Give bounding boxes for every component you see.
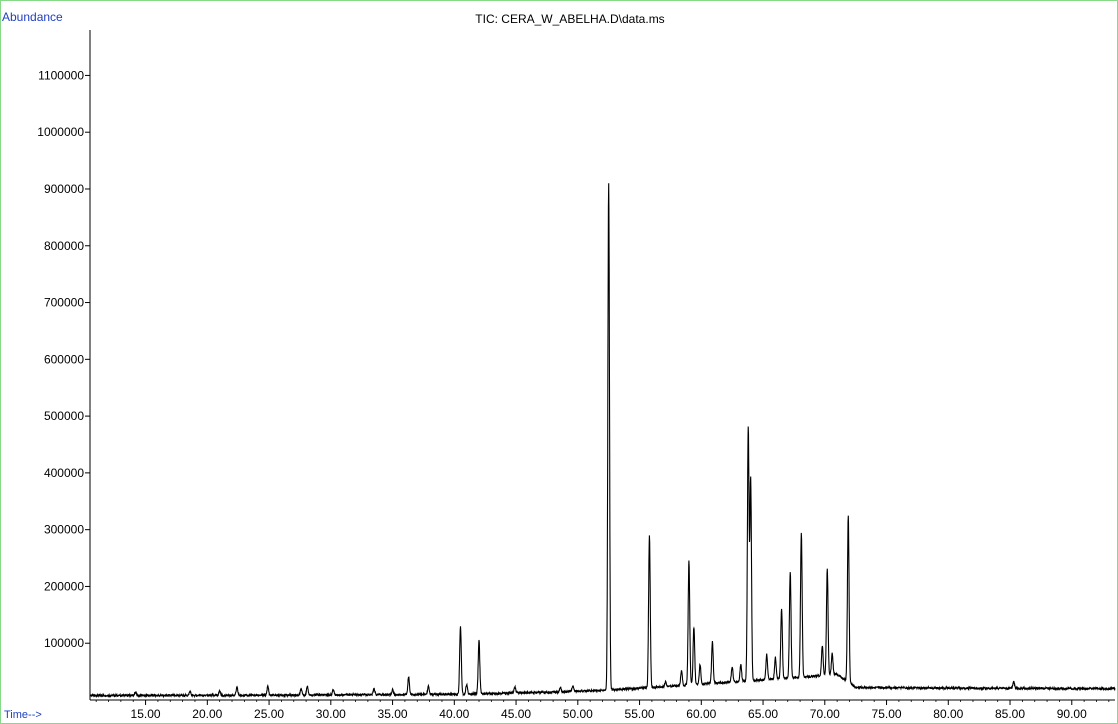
x-tick-label: 30.00	[316, 707, 346, 721]
x-tick-label: 80.00	[933, 707, 963, 721]
x-tick-label: 85.00	[995, 707, 1025, 721]
x-tick-label: 75.00	[872, 707, 902, 721]
y-tick-label: 400000	[44, 466, 84, 480]
x-tick-label: 55.00	[625, 707, 655, 721]
y-tick-label: 100000	[44, 636, 84, 650]
y-tick-label: 300000	[44, 523, 84, 537]
x-tick-label: 25.00	[254, 707, 284, 721]
x-tick-label: 35.00	[378, 707, 408, 721]
tic-trace	[89, 183, 1116, 699]
y-tick-label: 1000000	[37, 125, 84, 139]
x-tick-label: 65.00	[748, 707, 778, 721]
y-tick-label: 600000	[44, 352, 84, 366]
y-tick-label: 500000	[44, 409, 84, 423]
x-tick-label: 50.00	[563, 707, 593, 721]
y-tick-label: 200000	[44, 579, 84, 593]
y-tick-label: 800000	[44, 239, 84, 253]
y-ticks: 100000 200000 300000 400000 500000 600000 7000…	[37, 68, 90, 650]
x-ticks: 15.00 20.00 25.00 30.00 35.00 40.00 45.00 50.00…	[95, 700, 1110, 721]
x-tick-label: 20.00	[192, 707, 222, 721]
x-tick-label: 40.00	[439, 707, 469, 721]
x-tick-label: 60.00	[686, 707, 716, 721]
y-axis-label: Abundance	[2, 10, 63, 24]
x-tick-label: 90.00	[1057, 707, 1087, 721]
y-tick-label: 700000	[44, 296, 84, 310]
x-tick-label: 15.00	[131, 707, 161, 721]
x-axis-label: Time-->	[4, 709, 42, 721]
chart-title: TIC: CERA_W_ABELHA.D\data.ms	[475, 12, 665, 26]
y-tick-label: 900000	[44, 182, 84, 196]
x-tick-label: 70.00	[810, 707, 840, 721]
x-tick-label: 45.00	[501, 707, 531, 721]
y-tick-label: 1100000	[38, 68, 84, 82]
